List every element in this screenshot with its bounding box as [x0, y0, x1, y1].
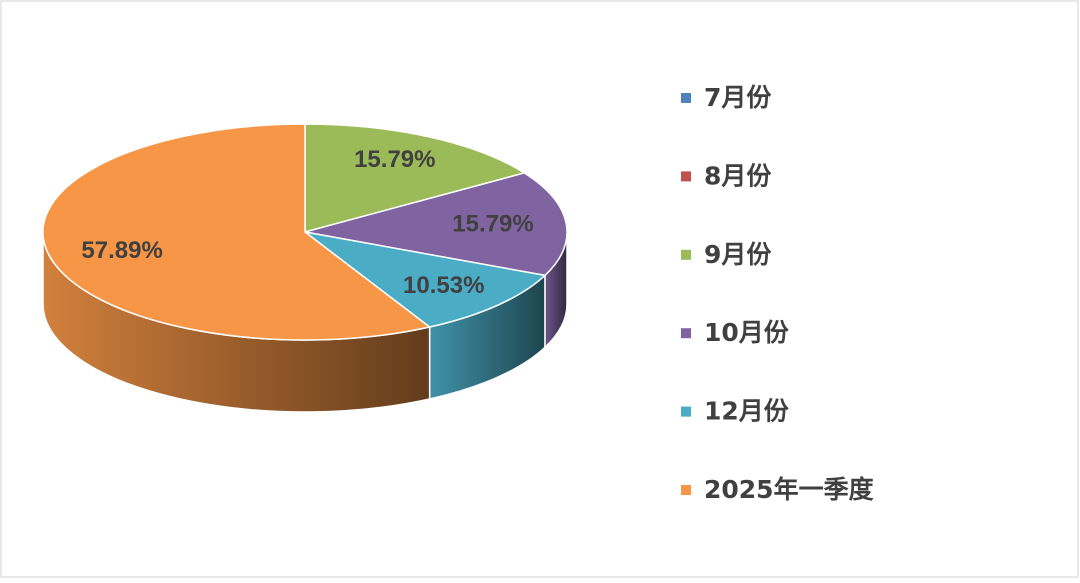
pie-slice [304, 231, 547, 328]
data-label: 10.53% [403, 272, 484, 299]
legend-label: 9月份 [704, 240, 771, 269]
legend-label: 10月份 [704, 318, 789, 347]
data-label: 57.89% [81, 237, 162, 264]
legend-label: 2025年一季度 [704, 475, 874, 504]
data-label: 15.79% [354, 146, 435, 173]
legend-swatch [681, 485, 691, 495]
pie-slice [304, 172, 568, 277]
pie-slice [304, 123, 527, 233]
pie-slice [42, 123, 432, 341]
legend-label: 8月份 [704, 161, 771, 190]
legend-swatch [681, 249, 691, 260]
legend-swatch [681, 406, 691, 417]
legend-swatch [681, 93, 691, 103]
data-label: 15.79% [452, 211, 533, 238]
legend-swatch [681, 328, 691, 339]
legend-label: 7月份 [704, 83, 771, 112]
legend-swatch [681, 171, 691, 182]
legend-label: 12月份 [704, 397, 789, 426]
